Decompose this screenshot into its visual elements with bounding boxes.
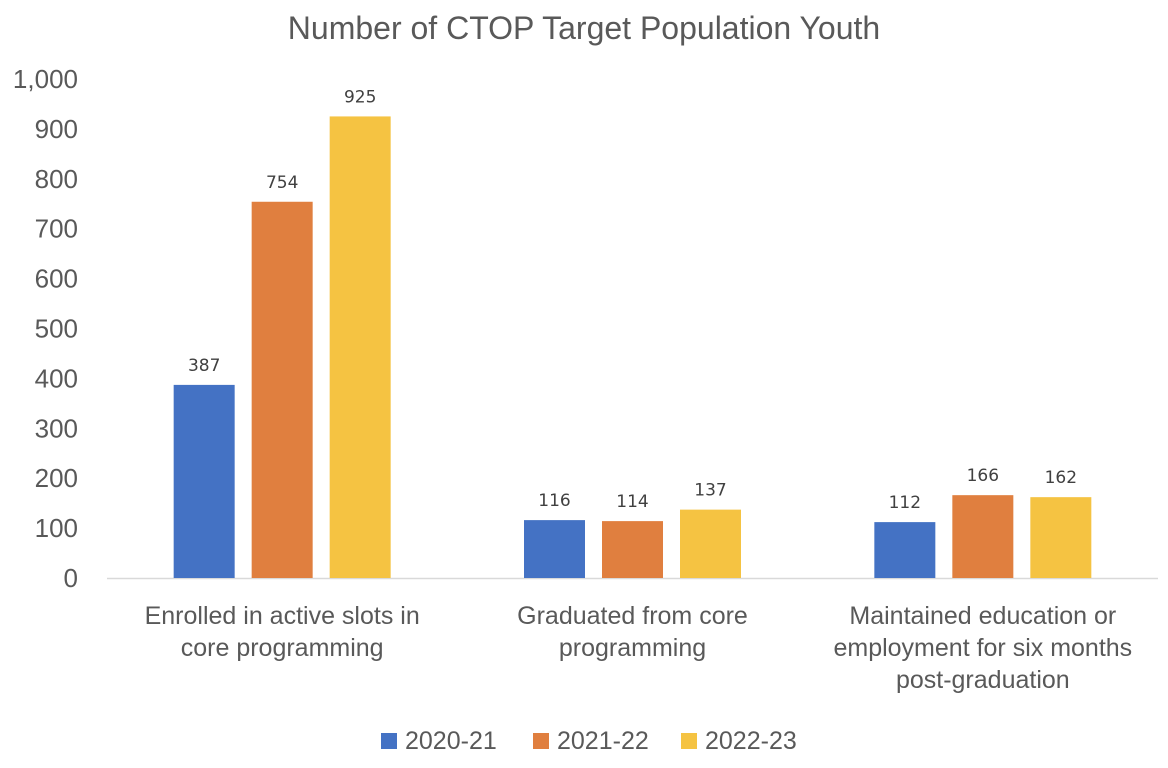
legend-swatch-2020-21	[381, 733, 397, 749]
y-tick-label: 100	[35, 513, 78, 543]
y-tick-label: 900	[35, 114, 78, 144]
category-label-line: Enrolled in active slots in	[145, 602, 420, 630]
bar-2020-21	[173, 384, 235, 578]
data-label: 137	[694, 481, 726, 501]
data-label: 925	[344, 87, 376, 107]
bar-2022-23	[329, 116, 391, 579]
y-tick-label: 0	[64, 563, 78, 593]
y-tick-label: 400	[35, 363, 78, 393]
data-label: 114	[616, 492, 648, 512]
category-label: Enrolled in active slots in core programm…	[145, 602, 420, 662]
data-label: 116	[538, 491, 570, 511]
y-tick-label: 600	[35, 264, 78, 294]
bar-2020-21	[524, 520, 585, 578]
chart-title: Number of CTOP Target Population Youth	[287, 10, 881, 46]
category-label-line: programming	[559, 634, 706, 662]
bar-2020-21	[874, 522, 936, 578]
y-tick-label: 700	[35, 214, 78, 244]
data-label: 754	[266, 173, 298, 193]
legend-swatch-2021-22	[533, 733, 549, 749]
y-tick-label: 300	[35, 413, 78, 443]
bar-2021-22	[952, 495, 1014, 578]
bar-2022-23	[1030, 497, 1092, 578]
legend-label: 2020-21	[405, 727, 497, 755]
category-label-line: Graduated from core	[517, 602, 748, 630]
legend-label: 2022-23	[705, 727, 797, 755]
y-tick-label: 1,000	[13, 64, 78, 94]
category-label: Graduated from core programming	[517, 602, 748, 662]
data-label: 166	[967, 466, 999, 486]
data-label: 112	[889, 493, 921, 513]
category-label: Maintained education or employment for si…	[833, 602, 1132, 694]
category-label-line: post-graduation	[896, 666, 1070, 694]
y-tick-label: 500	[35, 314, 78, 344]
category-label-line: Maintained education or	[849, 602, 1116, 630]
category-label-line: employment for six months	[833, 634, 1132, 662]
y-tick-label: 200	[35, 463, 78, 493]
bar-2021-22	[251, 201, 313, 578]
data-label: 387	[188, 356, 220, 376]
y-tick-label: 800	[35, 164, 78, 194]
legend-label: 2021-22	[557, 727, 649, 755]
bar-2021-22	[602, 521, 663, 578]
category-label-line: core programming	[181, 634, 384, 662]
bar-2022-23	[680, 509, 741, 578]
data-label: 162	[1045, 468, 1077, 488]
legend-swatch-2022-23	[681, 733, 697, 749]
